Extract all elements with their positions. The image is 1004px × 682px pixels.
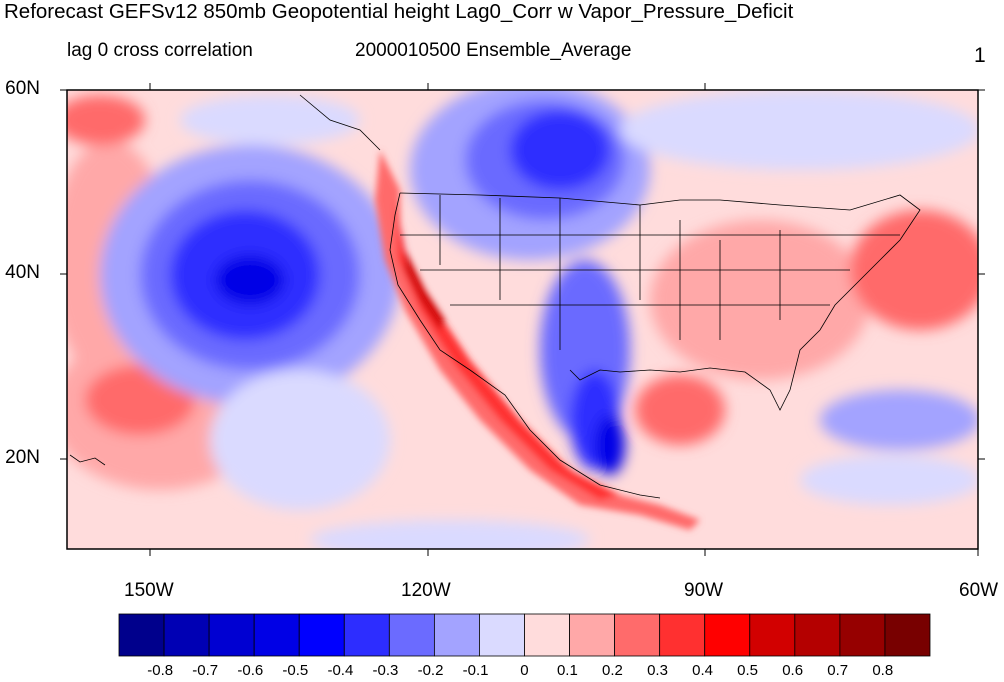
map-title: Reforecast GEFSv12 850mb Geopotential he… <box>4 0 794 23</box>
colorbar-swatch <box>343 613 390 657</box>
colorbar-label: 0.5 <box>737 662 759 679</box>
lat-label-40n: 40N <box>5 262 40 283</box>
colorbar-label: 0 <box>520 662 529 679</box>
colorbar-label: 0.1 <box>556 662 578 679</box>
subtitle-right: 1 <box>974 44 986 67</box>
colorbar-label: 0.3 <box>647 662 668 679</box>
colorbar-label: -0.3 <box>372 662 399 679</box>
colorbar-swatch <box>659 613 706 657</box>
colorbar-swatch <box>839 613 886 657</box>
colorbar-swatch <box>208 613 255 657</box>
colorbar-label: 0.6 <box>782 662 804 679</box>
lon-label-60w: 60W <box>959 580 999 601</box>
colorbar-label: 0.7 <box>827 662 849 679</box>
lon-label-90w: 90W <box>684 580 724 601</box>
colorbar-label: 0.8 <box>872 662 894 679</box>
colorbar-label: 0.2 <box>602 662 623 679</box>
subtitle-left: lag 0 cross correlation <box>67 40 253 61</box>
colorbar-swatch <box>524 613 570 657</box>
colorbar-swatch <box>253 613 300 657</box>
colorbar-swatch <box>794 613 841 657</box>
lon-label-120w: 120W <box>401 580 451 601</box>
colorbar-swatch <box>479 613 525 657</box>
colorbar-swatch <box>884 613 931 657</box>
map-frame <box>66 89 979 550</box>
colorbar-swatch <box>569 613 616 657</box>
colorbar <box>118 613 931 657</box>
colorbar-label: -0.1 <box>462 662 489 679</box>
colorbar-label: -0.5 <box>282 662 309 679</box>
axis-ticks <box>60 83 985 556</box>
colorbar-label: 0.4 <box>692 662 713 679</box>
colorbar-swatch <box>163 613 210 657</box>
colorbar-swatch <box>388 613 435 657</box>
colorbar-label: -0.4 <box>327 662 354 679</box>
lat-label-20n: 20N <box>5 447 40 468</box>
colorbar-label: -0.2 <box>417 662 444 679</box>
colorbar-swatch <box>614 613 661 657</box>
lon-label-150w: 150W <box>124 580 174 601</box>
subtitle-center: 2000010500 Ensemble_Average <box>355 40 632 61</box>
colorbar-swatch <box>749 613 796 657</box>
colorbar-swatch <box>704 613 751 657</box>
colorbar-label: -0.6 <box>237 662 264 679</box>
colorbar-swatch <box>118 613 165 657</box>
correlation-field <box>67 90 978 549</box>
colorbar-swatch <box>433 613 480 657</box>
colorbar-swatch <box>298 613 345 657</box>
coastline-outlines <box>69 94 921 499</box>
lat-label-60n: 60N <box>5 78 40 99</box>
colorbar-label: -0.7 <box>192 662 219 679</box>
colorbar-label: -0.8 <box>147 662 174 679</box>
